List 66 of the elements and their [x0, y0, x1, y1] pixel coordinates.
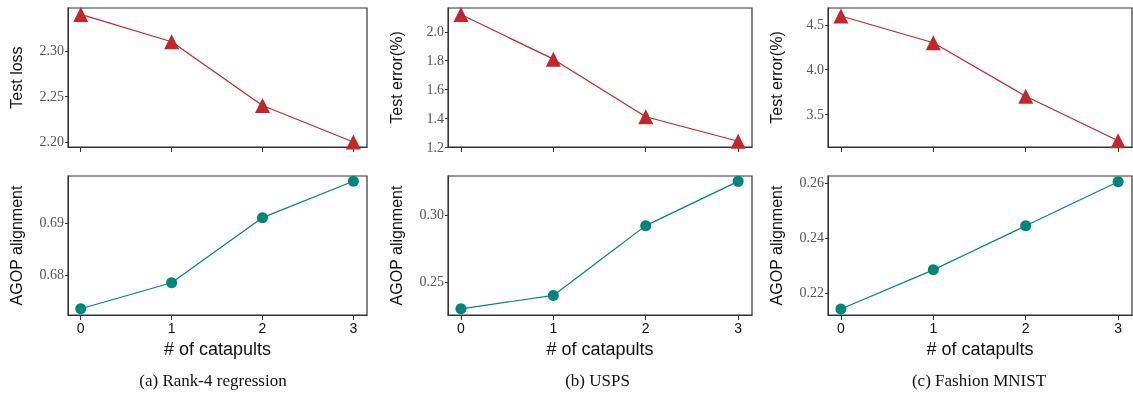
y-tick-label: 1.4: [426, 110, 444, 126]
x-tick-label: 3: [349, 320, 358, 336]
y-axis-title: AGOP alignment: [7, 185, 25, 306]
point: [640, 220, 652, 232]
point: [455, 303, 467, 315]
y-tick-label: 1.8: [426, 53, 444, 69]
text: (c) Fashion MNIST: [911, 371, 1047, 390]
point: [730, 133, 746, 149]
point: [164, 34, 180, 50]
x-axis-title: # of catapults: [163, 338, 272, 359]
y-tick-label: 2.0: [426, 24, 444, 40]
y-tick-label: 2.25: [39, 88, 64, 104]
point: [1110, 133, 1126, 149]
point: [345, 134, 361, 150]
y-tick-label: 4.0: [806, 61, 824, 77]
x-tick-label: 1: [929, 320, 938, 336]
y-tick-label: 0.22: [799, 285, 824, 301]
y-tick-label: 2.30: [39, 43, 64, 59]
point: [1018, 88, 1034, 104]
point: [166, 277, 178, 289]
point: [453, 6, 469, 22]
y-tick-label: 0.26: [799, 175, 824, 191]
x-tick-label: 0: [837, 320, 846, 336]
y-tick-label: 2.20: [39, 134, 64, 150]
y-tick-label: 4.5: [806, 17, 824, 33]
x-tick-label: 3: [734, 320, 743, 336]
point: [75, 303, 87, 315]
y-axis-title: AGOP alignment: [387, 185, 405, 306]
point: [347, 175, 359, 187]
point: [545, 51, 561, 67]
point: [732, 175, 744, 187]
point: [547, 289, 559, 301]
x-tick-label: 2: [641, 320, 650, 336]
x-axis-title: # of catapults: [546, 338, 654, 359]
x-tick-label: 0: [76, 320, 85, 336]
x-tick-label: 3: [1114, 320, 1123, 336]
x-tick-label: 1: [167, 320, 176, 336]
y-tick-label: 0.24: [799, 230, 824, 246]
x-tick-label: 2: [258, 320, 267, 336]
point: [638, 109, 654, 125]
y-tick-label: 1.2: [426, 139, 444, 155]
y-tick-label: 0.69: [39, 215, 64, 231]
y-axis-title: Test error(%): [387, 31, 405, 124]
y-axis-title: AGOP alignment: [767, 185, 785, 306]
point: [927, 264, 939, 276]
x-tick-label: 1: [549, 320, 558, 336]
point: [1112, 176, 1124, 188]
point: [257, 212, 268, 224]
point: [73, 6, 89, 22]
y-axis-title: Test error(%): [767, 31, 785, 124]
y-tick-label: 0.25: [419, 274, 444, 290]
point: [1020, 220, 1032, 232]
x-tick-label: 0: [457, 320, 466, 336]
point: [833, 8, 849, 24]
y-tick-label: 3.5: [806, 106, 824, 122]
y-axis-title: Test loss: [7, 46, 25, 109]
text: (b) USPS: [565, 371, 630, 390]
x-axis-title: # of catapults: [926, 338, 1034, 359]
x-tick-label: 2: [1021, 320, 1030, 336]
text: (a) Rank-4 regression: [139, 371, 288, 390]
y-tick-label: 0.30: [419, 207, 444, 223]
y-tick-label: 0.68: [39, 267, 64, 283]
point: [925, 35, 941, 51]
point: [835, 303, 847, 315]
y-tick-label: 1.6: [426, 81, 444, 97]
point: [254, 98, 270, 114]
